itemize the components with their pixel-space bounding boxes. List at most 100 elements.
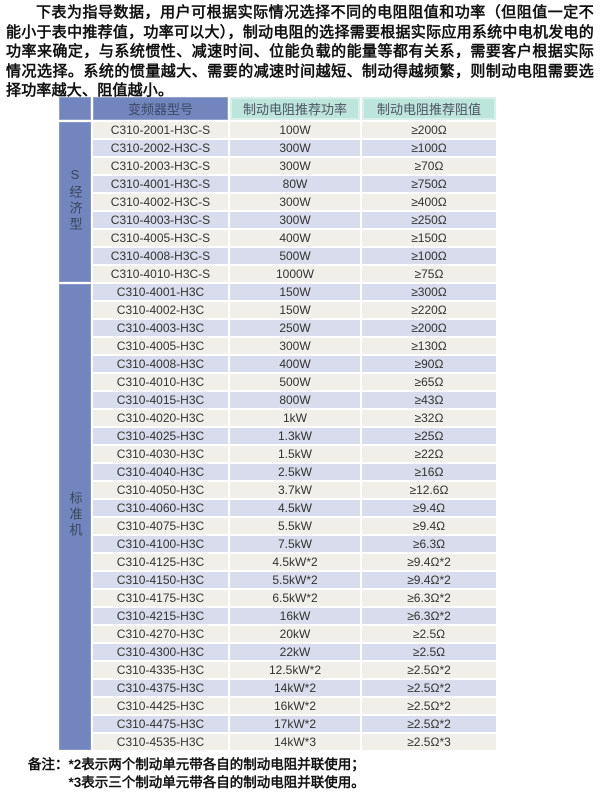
model-cell: C310-4215-H3C	[93, 608, 228, 624]
model-cell: C310-4003-H3C	[93, 320, 228, 336]
model-cell: C310-4125-H3C	[93, 554, 228, 570]
power-cell: 80W	[230, 176, 360, 192]
power-cell: 1.5kW	[230, 446, 360, 462]
power-cell: 500W	[230, 248, 360, 264]
note-line: *3表示三个制动单元带各自的制动电阻并联使用。	[69, 774, 589, 792]
power-cell: 400W	[230, 356, 360, 372]
model-cell: C310-4375-H3C	[93, 680, 228, 696]
group-label-text: 标准机	[67, 490, 83, 539]
table-row: C310-4335-H3C 12.5kW*2 ≥2.5Ω*2	[59, 662, 496, 678]
table-row: C310-4010-H3C-S 1000W ≥75Ω	[59, 266, 496, 282]
power-cell: 20kW	[230, 626, 360, 642]
group-label: 标准机	[59, 284, 91, 750]
power-cell: 300W	[230, 158, 360, 174]
intro-paragraph: 下表为指导数据，用户可根据实际情况选择不同的电阻阻值和功率（但阻值一定不能小于表…	[6, 4, 594, 99]
resistance-cell: ≥100Ω	[362, 248, 496, 264]
resistance-cell: ≥130Ω	[362, 338, 496, 354]
model-cell: C310-4175-H3C	[93, 590, 228, 606]
table-row: C310-4270-H3C 20kW ≥2.5Ω	[59, 626, 496, 642]
resistance-cell: ≥2.5Ω*2	[362, 680, 496, 696]
table-row: S经济型 C310-2001-H3C-S 100W ≥200Ω	[59, 122, 496, 282]
resistance-cell: ≥90Ω	[362, 356, 496, 372]
note-text-2: *3表示三个制动单元带各自的制动电阻并联使用。	[68, 775, 365, 790]
power-cell: 6.5kW*2	[230, 590, 360, 606]
table-row: C310-4175-H3C 6.5kW*2 ≥6.3Ω*2	[59, 590, 496, 606]
resistance-cell: ≥9.4Ω	[362, 518, 496, 534]
group-label-text: S经济型	[67, 166, 83, 233]
model-cell: C310-4475-H3C	[93, 716, 228, 732]
model-cell: C310-2001-H3C-S	[93, 122, 228, 138]
model-cell: C310-4005-H3C-S	[93, 230, 228, 246]
power-cell: 7.5kW	[230, 536, 360, 552]
power-cell: 150W	[230, 302, 360, 318]
model-cell: C310-4010-H3C	[93, 374, 228, 390]
power-cell: 14kW*3	[230, 734, 360, 750]
model-cell: C310-4020-H3C	[93, 410, 228, 426]
model-cell: C310-4060-H3C	[93, 500, 228, 516]
resistance-cell: ≥2.5Ω*2	[362, 662, 496, 678]
power-cell: 400W	[230, 230, 360, 246]
power-cell: 300W	[230, 338, 360, 354]
table-body: S经济型 C310-2001-H3C-S 100W ≥200Ω C310-2002-H3…	[59, 122, 496, 750]
power-cell: 4.5kW*2	[230, 554, 360, 570]
table-row: C310-2002-H3C-S 300W ≥100Ω	[59, 140, 496, 156]
table-row: C310-4100-H3C 7.5kW ≥6.3Ω	[59, 536, 496, 552]
model-cell: C310-4040-H3C	[93, 464, 228, 480]
power-cell: 16kW	[230, 608, 360, 624]
model-cell: C310-4003-H3C-S	[93, 212, 228, 228]
table-row: C310-4475-H3C 17kW*2 ≥2.5Ω*2	[59, 716, 496, 732]
resistance-cell: ≥220Ω	[362, 302, 496, 318]
resistance-cell: ≥2.5Ω*3	[362, 734, 496, 750]
model-cell: C310-4150-H3C	[93, 572, 228, 588]
power-cell: 500W	[230, 374, 360, 390]
notes-prefix: 备注：	[28, 757, 69, 772]
table-row: C310-4425-H3C 16kW*2 ≥2.5Ω*2	[59, 698, 496, 714]
resistance-cell: ≥200Ω	[362, 320, 496, 336]
model-cell: C310-4300-H3C	[93, 644, 228, 660]
table-row: C310-4075-H3C 5.5kW ≥9.4Ω	[59, 518, 496, 534]
model-cell: C310-4002-H3C	[93, 302, 228, 318]
power-cell: 5.5kW	[230, 518, 360, 534]
power-cell: 300W	[230, 140, 360, 156]
resistance-cell: ≥2.5Ω*2	[362, 698, 496, 714]
model-cell: C310-4075-H3C	[93, 518, 228, 534]
resistance-cell: ≥43Ω	[362, 392, 496, 408]
resistance-cell: ≥32Ω	[362, 410, 496, 426]
resistance-cell: ≥12.6Ω	[362, 482, 496, 498]
resistance-cell: ≥300Ω	[362, 284, 496, 300]
header-power: 制动电阻推荐功率	[230, 97, 360, 120]
table-row: C310-4003-H3C 250W ≥200Ω	[59, 320, 496, 336]
power-cell: 300W	[230, 212, 360, 228]
table-row: C310-4001-H3C-S 80W ≥750Ω	[59, 176, 496, 192]
resistance-cell: ≥25Ω	[362, 428, 496, 444]
resistance-cell: ≥22Ω	[362, 446, 496, 462]
table-row: C310-4125-H3C 4.5kW*2 ≥9.4Ω*2	[59, 554, 496, 570]
header-model: 变频器型号	[93, 97, 228, 120]
table-row: C310-4040-H3C 2.5kW ≥16Ω	[59, 464, 496, 480]
table-row: C310-2003-H3C-S 300W ≥70Ω	[59, 158, 496, 174]
table-row: C310-4060-H3C 4.5kW ≥9.4Ω	[59, 500, 496, 516]
table-row: C310-4005-H3C 300W ≥130Ω	[59, 338, 496, 354]
note-line: 备注：*2表示两个制动单元带各自的制动电阻并联使用；	[28, 756, 588, 774]
model-cell: C310-4001-H3C	[93, 284, 228, 300]
resistance-cell: ≥2.5Ω	[362, 644, 496, 660]
table-row: C310-4005-H3C-S 400W ≥150Ω	[59, 230, 496, 246]
header-resistance: 制动电阻推荐阻值	[362, 97, 496, 120]
table-row: C310-4535-H3C 14kW*3 ≥2.5Ω*3	[59, 734, 496, 750]
table-row: C310-4030-H3C 1.5kW ≥22Ω	[59, 446, 496, 462]
model-cell: C310-4025-H3C	[93, 428, 228, 444]
resistance-cell: ≥250Ω	[362, 212, 496, 228]
power-cell: 1.3kW	[230, 428, 360, 444]
table-row: C310-4375-H3C 14kW*2 ≥2.5Ω*2	[59, 680, 496, 696]
model-cell: C310-2003-H3C-S	[93, 158, 228, 174]
table-row: C310-4015-H3C 800W ≥43Ω	[59, 392, 496, 408]
power-cell: 5.5kW*2	[230, 572, 360, 588]
header-group-cell	[59, 97, 91, 120]
resistance-cell: ≥70Ω	[362, 158, 496, 174]
table-row: C310-4002-H3C 150W ≥220Ω	[59, 302, 496, 318]
resistance-cell: ≥9.4Ω*2	[362, 554, 496, 570]
model-cell: C310-2002-H3C-S	[93, 140, 228, 156]
table-row: C310-4003-H3C-S 300W ≥250Ω	[59, 212, 496, 228]
resistance-cell: ≥6.3Ω*2	[362, 590, 496, 606]
power-cell: 250W	[230, 320, 360, 336]
